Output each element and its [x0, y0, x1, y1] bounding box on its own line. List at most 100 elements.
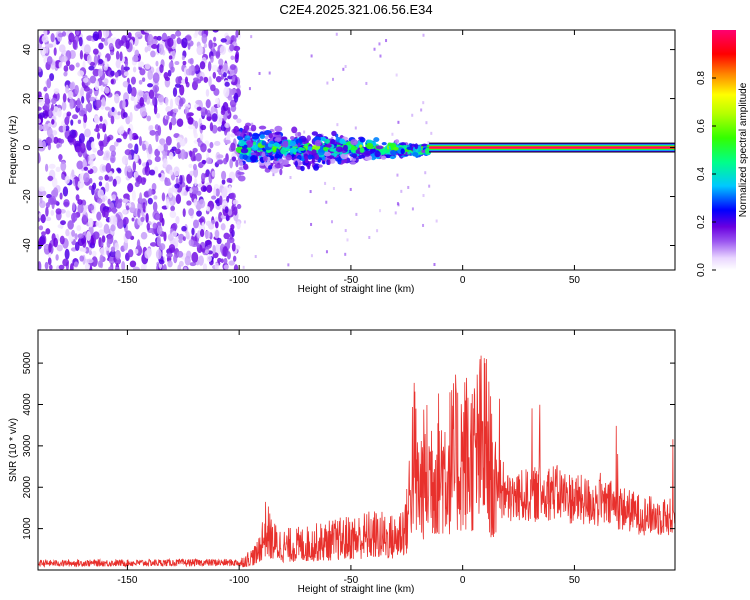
spectrogram-x-label: Height of straight line (km) — [298, 284, 415, 295]
spectrogram-cell — [303, 155, 309, 160]
spectrogram-cell — [223, 62, 229, 73]
spectrogram-cell — [39, 196, 43, 204]
spectrogram-cell — [195, 152, 202, 162]
spectrogram-cell — [44, 163, 49, 172]
spectrogram-cell — [182, 60, 187, 66]
spectrogram-cell — [380, 155, 387, 160]
spectrogram-cell — [250, 35, 253, 39]
spectrogram-cell — [47, 43, 54, 48]
spectrogram-cell — [95, 221, 99, 227]
spectrogram-cell — [274, 125, 283, 133]
colorbar-label: Normalized spectral amplitude — [738, 82, 749, 217]
spectrogram-cell — [182, 208, 186, 218]
spectrogram-cell — [60, 220, 66, 226]
spectrogram-cell — [203, 76, 209, 83]
spectrogram-cell — [243, 220, 246, 224]
spectrogram-cell — [198, 218, 204, 223]
spectrogram-cell — [310, 254, 313, 258]
spectrogram-cell — [203, 43, 208, 48]
snr-panel: -150 -100 -50 0 50 1000 2000 3000 4000 5000 Heig… — [8, 329, 676, 595]
x-tick-label: 50 — [569, 575, 581, 586]
spectrogram-cell — [108, 175, 114, 182]
spectrogram-cell — [115, 38, 122, 50]
spectrogram-cell — [199, 61, 206, 70]
spectrogram-cell — [51, 119, 55, 125]
spectrogram-cell — [77, 119, 82, 124]
spectrogram-cell — [250, 124, 257, 132]
spectrogram-cell — [159, 64, 164, 74]
spectrogram-cell — [183, 191, 188, 196]
spectrogram-cell — [95, 99, 102, 109]
spectrogram-cell — [105, 162, 112, 173]
spectrogram-cell — [154, 86, 158, 98]
spectrogram-cell — [213, 36, 217, 42]
spectrogram-cell — [231, 242, 236, 252]
spectrogram-cell — [227, 106, 231, 114]
spectrogram-cell — [258, 125, 267, 130]
spectrogram-cell — [227, 95, 233, 101]
spectrogram-cell — [110, 150, 117, 157]
spectrogram-cell — [175, 76, 181, 85]
spectrogram-cell — [294, 160, 298, 168]
spectrogram-cell — [323, 151, 332, 157]
spectrogram-cell — [187, 116, 194, 125]
spectrogram-cell — [73, 261, 79, 268]
spectrogram-cell — [53, 136, 59, 144]
spectrogram-cell — [104, 57, 108, 67]
spectrogram-cell — [181, 225, 187, 232]
spectrogram-cell — [335, 157, 342, 162]
spectrogram-cell — [168, 122, 173, 131]
spectrogram-cell — [205, 98, 211, 109]
snr-x-label: Height of straight line (km) — [298, 584, 415, 595]
spectrogram-cell — [55, 254, 59, 261]
spectrogram-cell — [46, 127, 53, 137]
spectrogram-cell — [89, 61, 95, 66]
spectrogram-cell — [114, 249, 121, 260]
spectrogram-cell — [210, 55, 214, 63]
spectrogram-cell — [191, 227, 195, 236]
spectrogram-cell — [359, 147, 365, 153]
spectrogram-cell — [120, 64, 125, 76]
spectrogram-cell — [300, 165, 305, 172]
spectrogram-cell — [175, 215, 180, 225]
spectrogram-cell — [394, 139, 400, 144]
spectrogram-cell — [310, 222, 313, 226]
x-tick-label: 50 — [569, 275, 581, 286]
spectrogram-cell — [251, 122, 254, 126]
spectrogram-cell — [139, 192, 143, 204]
spectrogram-cell — [238, 161, 244, 167]
spectrogram-cell — [324, 144, 332, 148]
x-tick-label: -150 — [117, 575, 137, 586]
spectrogram-cell — [42, 123, 50, 132]
spectrogram-cell — [97, 198, 103, 204]
spectrogram-cell — [58, 44, 66, 53]
spectrogram-cell — [332, 187, 335, 191]
spectrogram-cell — [204, 108, 208, 115]
spectrogram-cell — [279, 168, 283, 176]
spectrogram-cell — [127, 143, 133, 149]
spectrogram-cell — [220, 223, 226, 231]
spectrogram-cell — [214, 244, 222, 255]
spectrogram-cell — [430, 131, 433, 135]
spectrogram-cell — [376, 229, 379, 233]
spectrogram-cell — [77, 199, 83, 205]
spectrogram-cell — [224, 206, 229, 214]
spectrogram-cell — [49, 73, 55, 82]
spectrogram-cell — [214, 140, 221, 147]
spectrogram-cell — [46, 55, 53, 65]
spectrogram-cell — [164, 181, 172, 186]
spectrogram-cell — [77, 233, 84, 239]
spectrogram-cell — [110, 70, 115, 77]
spectrogram-cell — [258, 71, 261, 75]
spectrogram-cell — [127, 83, 132, 95]
spectrogram-cell — [106, 239, 111, 248]
spectrogram-cell — [157, 144, 164, 152]
spectrogram-cell — [263, 155, 268, 162]
spectrogram-cell — [229, 44, 235, 52]
spectrogram-cell — [49, 196, 57, 205]
spectrogram-cell — [237, 175, 246, 182]
spectrogram-cell — [149, 169, 156, 176]
spectrogram-cell — [212, 30, 219, 33]
spectrogram-cell — [62, 258, 69, 267]
spectrogram-cell — [112, 178, 117, 187]
